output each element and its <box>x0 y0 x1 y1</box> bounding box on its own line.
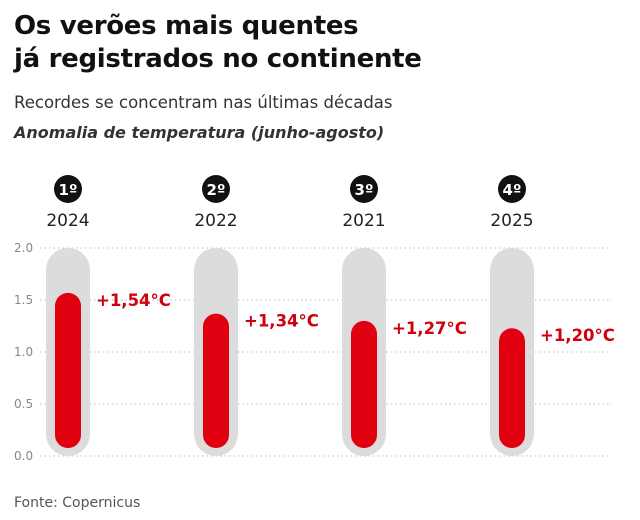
rank-label: 1º <box>59 181 78 199</box>
bar <box>55 292 81 448</box>
year-label: 2025 <box>490 211 533 231</box>
value-label: +1,20°C <box>540 326 615 345</box>
source-note: Fonte: Copernicus <box>14 495 141 511</box>
y-tick-label: 1.5 <box>14 293 33 307</box>
value-label: +1,34°C <box>244 312 319 331</box>
rank-badge <box>498 175 526 203</box>
y-tick-label: 1.0 <box>14 345 33 359</box>
rank-label: 2º <box>207 181 226 199</box>
rank-badge <box>202 175 230 203</box>
title-line-1: Os verões mais quentes <box>14 11 359 41</box>
bar <box>351 320 377 448</box>
measure-label: Anomalia de temperatura (junho-agosto) <box>14 123 385 142</box>
title-line-2: já registrados no continente <box>14 44 422 74</box>
year-label: 2021 <box>342 211 385 231</box>
rank-badge <box>54 175 82 203</box>
value-label: +1,54°C <box>96 291 171 310</box>
year-label: 2022 <box>194 211 237 231</box>
rank-badge <box>350 175 378 203</box>
y-tick-label: 0.5 <box>14 397 33 411</box>
y-tick-label: 2.0 <box>14 241 33 255</box>
chart-title: Os verões mais quentes já registrados no… <box>14 10 624 76</box>
y-tick-label: 0.0 <box>14 449 33 463</box>
year-label: 2024 <box>46 211 89 231</box>
rank-label: 4º <box>503 181 522 199</box>
value-label: +1,27°C <box>392 319 467 338</box>
chart-subtitle: Recordes se concentram nas últimas décad… <box>14 93 393 112</box>
rank-label: 3º <box>355 181 374 199</box>
bar <box>499 328 525 448</box>
bar <box>203 313 229 448</box>
